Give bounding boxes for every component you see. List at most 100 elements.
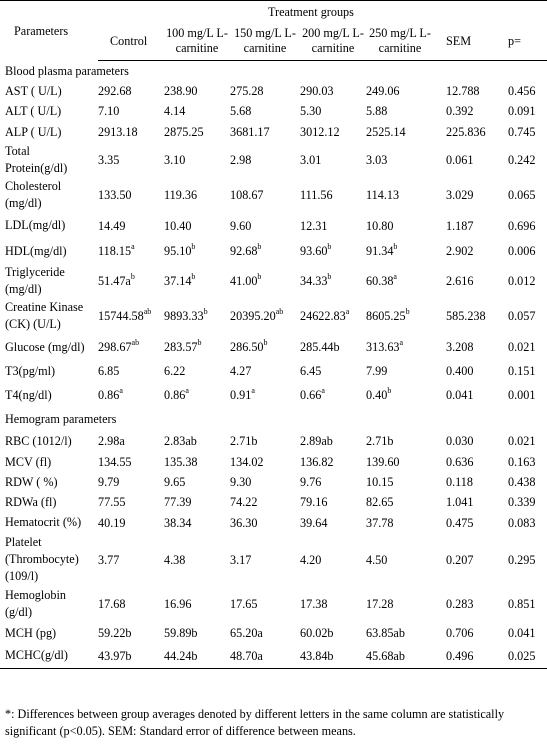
cell-value: 0.745	[494, 121, 547, 143]
significance-superscript: b	[327, 241, 332, 251]
table-header: Parameters Treatment groups Control 100 m…	[0, 0, 547, 61]
cell-number: 0.295	[508, 552, 536, 567]
cell-value: 0.065	[494, 177, 547, 213]
cell-number: 48.70a	[230, 648, 263, 663]
cell-value: 37.14b	[164, 264, 230, 298]
cell-number: 3.10	[164, 153, 186, 167]
cell-number: 119.36	[164, 188, 198, 202]
cell-number: 5.30	[300, 104, 322, 118]
significance-superscript: a	[131, 241, 135, 251]
cell-number: 114.13	[366, 188, 400, 202]
cell-number: 0.057	[508, 309, 536, 323]
cell-number: 17.38	[300, 597, 328, 611]
cell-value: 5.30	[300, 101, 366, 121]
cell-number: 10.40	[164, 218, 192, 233]
cell-value: 249.06	[366, 81, 434, 101]
cell-value: 0.006	[494, 238, 547, 264]
row-label: Platelet (Thrombocyte) (109/l)	[5, 535, 79, 583]
cell-number: 5.68	[230, 104, 252, 118]
cell-number: 0.475	[446, 515, 474, 530]
cell-number: 77.39	[164, 495, 192, 509]
cell-value: 10.15	[366, 472, 434, 492]
cell-number: 37.78	[366, 515, 394, 530]
cell-number: 0.86	[164, 388, 186, 402]
cell-value: 95.10b	[164, 238, 230, 264]
cell-number: 41.00	[230, 274, 258, 288]
cell-number: 4.20	[300, 552, 322, 567]
cell-number: 40.19	[98, 515, 126, 530]
cell-value: 16.96	[164, 586, 230, 622]
cell-number: 43.97b	[98, 648, 132, 663]
row-label: HDL(mg/dl)	[5, 243, 67, 258]
cell-value: 0.339	[494, 492, 547, 512]
cell-value: 0.091	[494, 101, 547, 121]
cell-value: 17.65	[230, 586, 300, 622]
cell-value: 0.86a	[164, 382, 230, 408]
row-label: MCHC(g/dl)	[0, 644, 98, 669]
cell-number: 6.22	[164, 364, 186, 378]
significance-superscript: b	[203, 306, 208, 316]
cell-value: 2.98	[230, 143, 300, 177]
cell-value: 79.16	[300, 492, 366, 512]
cell-number: 0.151	[508, 364, 536, 378]
cell-number: 585.238	[446, 309, 486, 323]
cell-number: 2.71b	[230, 434, 258, 448]
cell-value: 0.283	[434, 586, 494, 622]
cell-number: 2525.14	[366, 125, 406, 139]
cell-number: 95.10	[164, 244, 192, 258]
significance-superscript: a	[119, 385, 123, 395]
cell-number: 1.187	[446, 218, 474, 233]
section-header-row: Blood plasma parameters	[0, 61, 547, 82]
cell-number: 0.061	[446, 153, 474, 167]
cell-number: 2.616	[446, 274, 474, 288]
significance-superscript: a	[321, 385, 325, 395]
table-row: LDL(mg/dl) 14.49 10.40 9.60 12.31 10.80 1.187 0…	[0, 213, 547, 238]
cell-number: 59.22b	[98, 626, 132, 640]
table-row: ALT ( U/L) 7.10 4.14 5.68 5.30 5.88 0.392 0.091	[0, 101, 547, 121]
cell-number: 6.45	[300, 364, 322, 378]
cell-number: 3.208	[446, 340, 474, 354]
section-title: Blood plasma parameters	[5, 64, 129, 78]
cell-value: 275.28	[230, 81, 300, 101]
table-row: AST ( U/L) 292.68 238.90 275.28 290.03 249.06…	[0, 81, 547, 101]
table-row: RDWa (fl) 77.55 77.39 74.22 79.16 82.65 1.041 0…	[0, 492, 547, 512]
cell-value: 2.616	[434, 264, 494, 298]
cell-number: 0.496	[446, 648, 474, 663]
cell-value: 135.38	[164, 452, 230, 472]
cell-value: 59.22b	[98, 622, 164, 644]
cell-value: 8605.25b	[366, 298, 434, 334]
cell-value: 4.50	[366, 533, 434, 586]
cell-value: 5.68	[230, 101, 300, 121]
row-label: Triglyceride (mg/dl)	[5, 265, 65, 296]
table-row: Hemoglobin (g/dl) 17.68 16.96 17.65 17.38 17.2…	[0, 586, 547, 622]
cell-value: 38.34	[164, 512, 230, 533]
cell-value: 17.28	[366, 586, 434, 622]
cell-value: 43.97b	[98, 644, 164, 669]
cell-number: 37.14	[164, 274, 192, 288]
cell-number: 0.91	[230, 388, 252, 402]
significance-superscript: b	[387, 385, 392, 395]
cell-number: 3.77	[98, 552, 120, 567]
cell-value: 3.35	[98, 143, 164, 177]
cell-value: 0.118	[434, 472, 494, 492]
table-row: RDW ( %) 9.79 9.65 9.30 9.76 10.15 0.118 0.438	[0, 472, 547, 492]
cell-value: 0.696	[494, 213, 547, 238]
cell-number: 20395.20	[230, 309, 276, 323]
cell-value: 3.03	[366, 143, 434, 177]
table-row: Hematocrit (%) 40.19 38.34 36.30 39.64 37.78 0…	[0, 512, 547, 533]
cell-number: 9.30	[230, 475, 252, 489]
cell-value: 283.57b	[164, 334, 230, 360]
cell-number: 3.029	[446, 188, 474, 202]
cell-number: 238.90	[164, 84, 198, 98]
row-label: ALP ( U/L)	[5, 124, 62, 139]
cell-number: 17.68	[98, 597, 126, 611]
cell-value: 0.041	[494, 622, 547, 644]
cell-value: 2.89ab	[300, 430, 366, 452]
cell-number: 134.02	[230, 455, 264, 469]
cell-value: 10.40	[164, 213, 230, 238]
cell-value: 2.902	[434, 238, 494, 264]
cell-value: 12.31	[300, 213, 366, 238]
cell-number: 2.83ab	[164, 434, 197, 448]
cell-value: 313.63a	[366, 334, 434, 360]
cell-number: 65.20a	[230, 626, 263, 640]
